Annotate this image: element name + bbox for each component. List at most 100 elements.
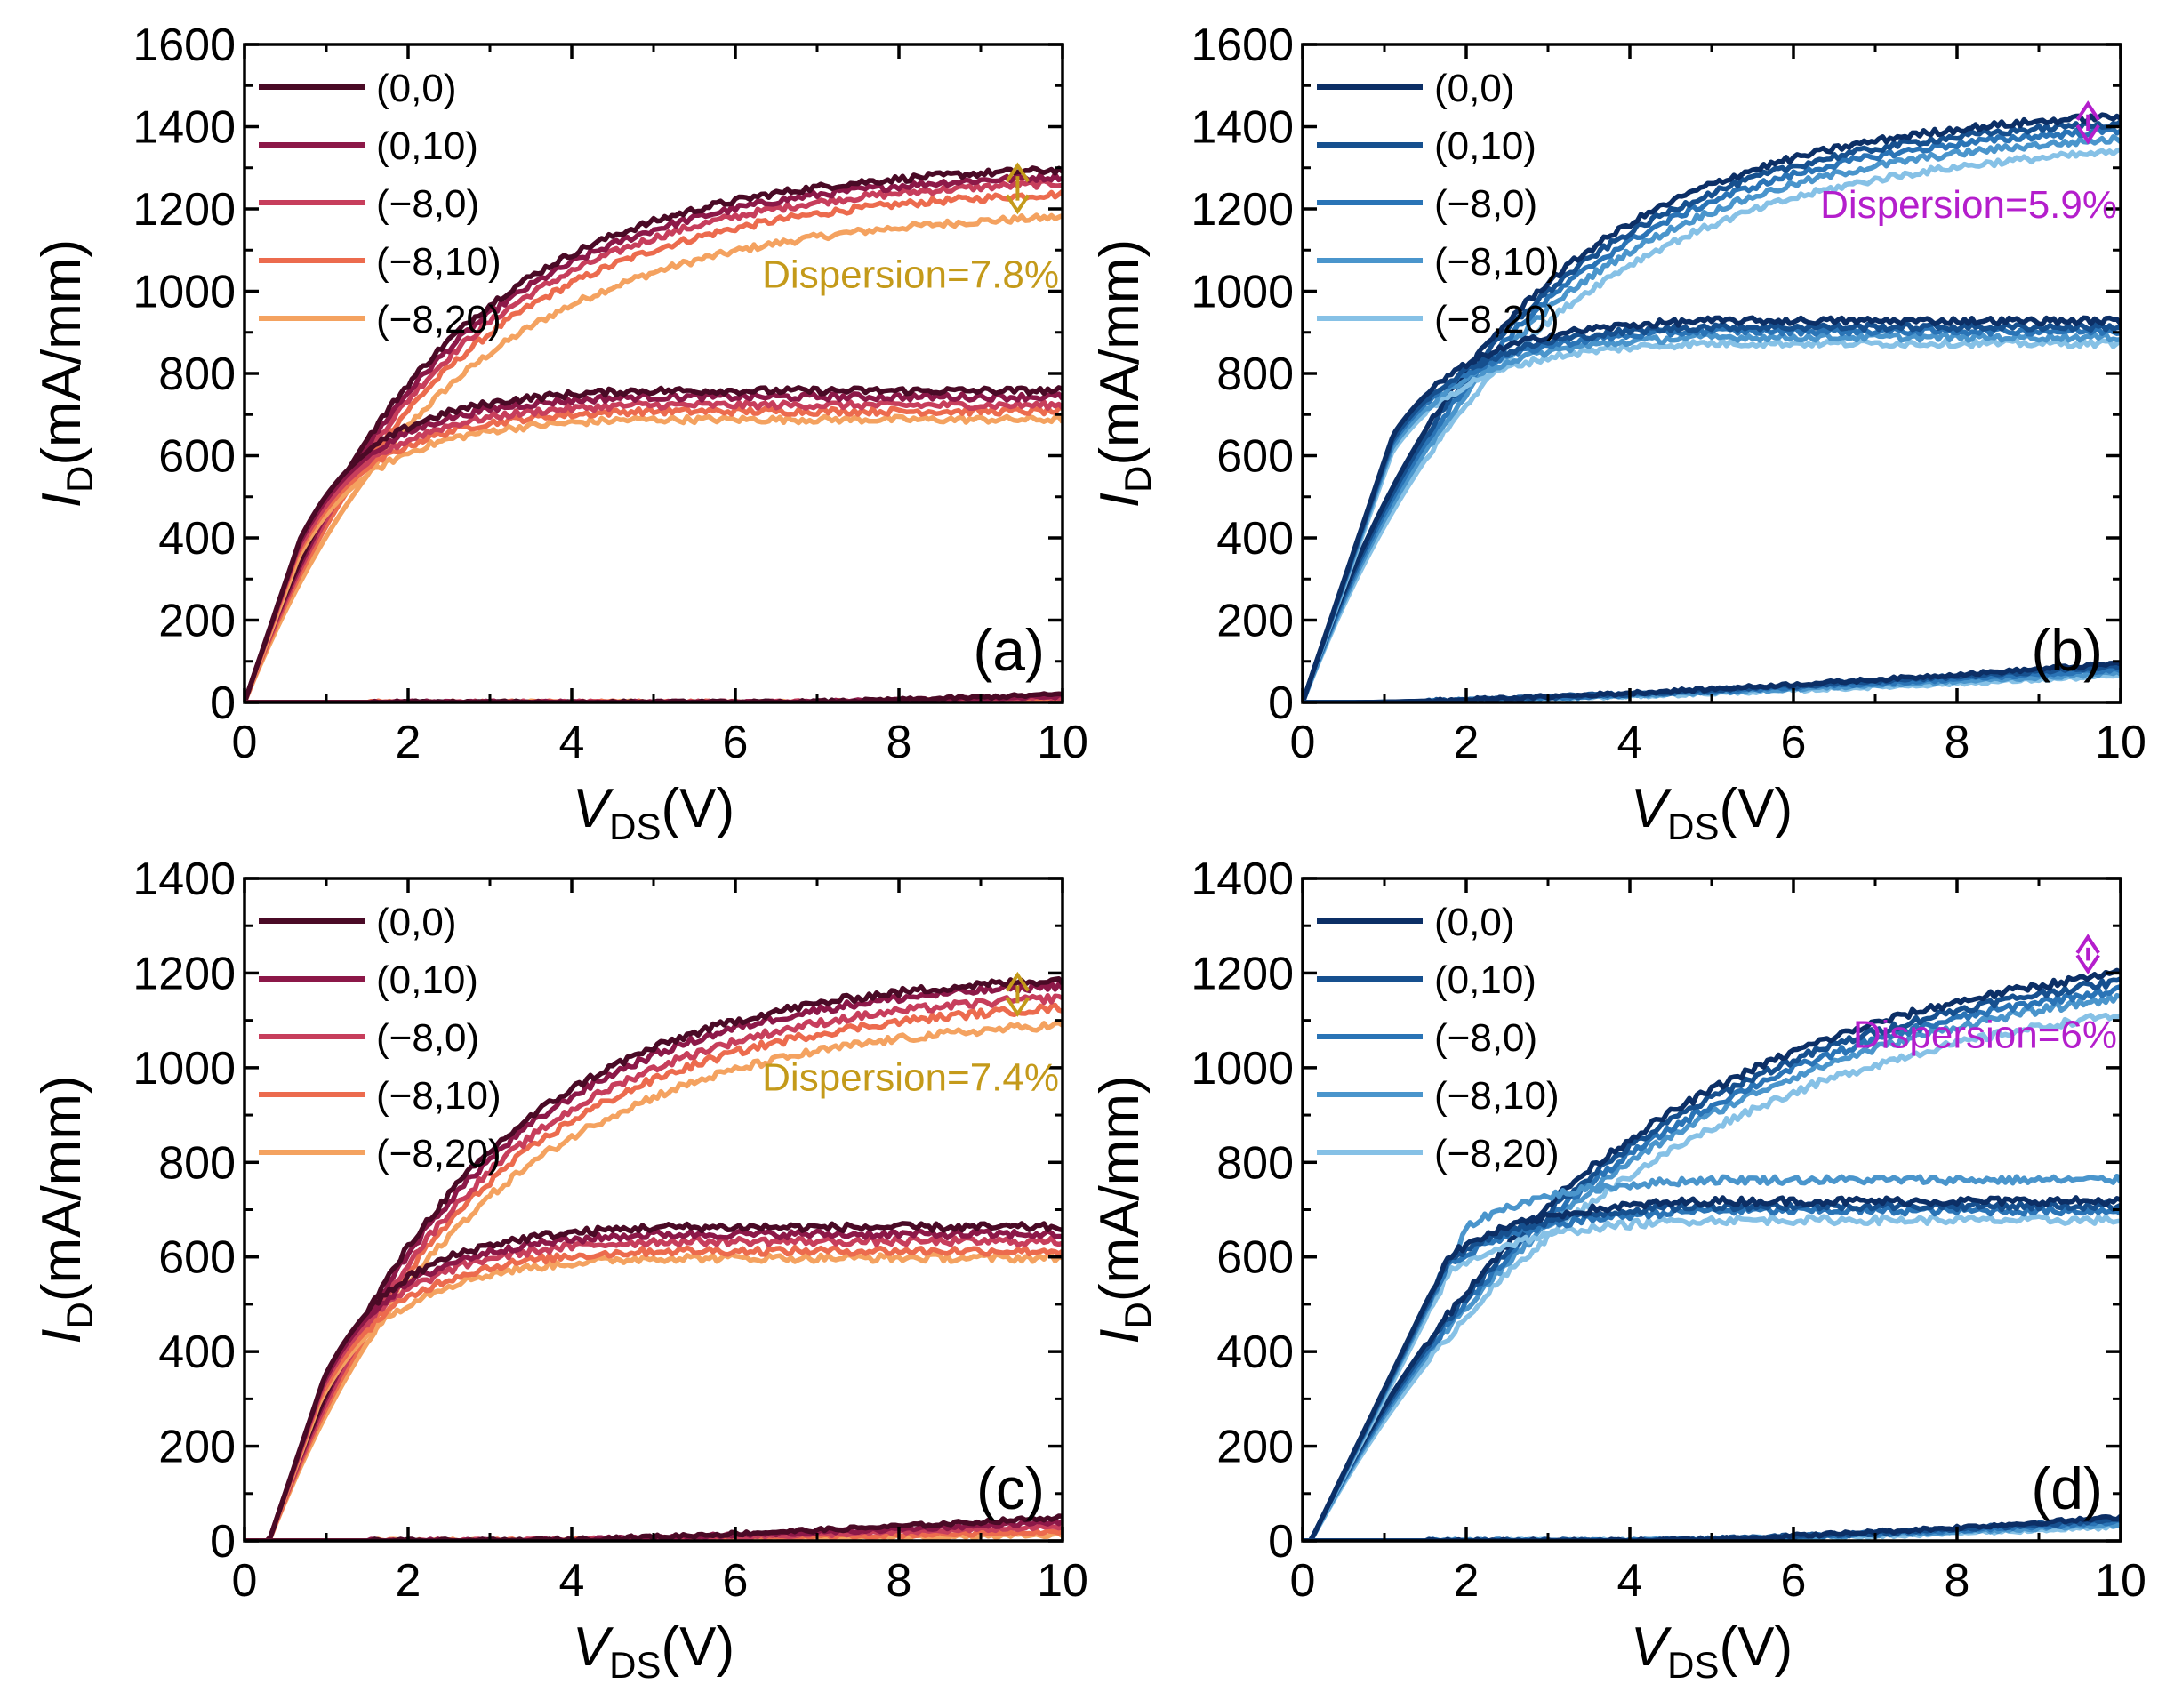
series-curve <box>1303 967 2121 1541</box>
plot-frame <box>243 877 1064 1543</box>
legend-label: (0,10) <box>1434 958 1536 1002</box>
y-tick-label: 200 <box>158 596 236 647</box>
legend-label: (−8,20) <box>1434 1132 1560 1175</box>
legend-label: (−8,20) <box>376 1132 501 1175</box>
legend-label: (−8,10) <box>376 240 501 284</box>
y-tick-label: 400 <box>158 1327 236 1378</box>
y-tick-label: 1000 <box>1191 1043 1294 1095</box>
series-curve <box>1303 315 2121 702</box>
x-axis-label: VDS(V) <box>1631 1616 1793 1686</box>
legend-label: (−8,10) <box>376 1074 501 1118</box>
legend-label: (−8,20) <box>1434 298 1560 341</box>
series-curve <box>1303 1195 2121 1541</box>
series-curve <box>245 405 1063 702</box>
legend-label: (−8,0) <box>376 182 479 226</box>
series-curve <box>1303 134 2121 702</box>
dispersion-arrowhead-down <box>1005 194 1031 215</box>
legend-label: (−8,0) <box>376 1016 479 1060</box>
dispersion-label: Dispersion=6% <box>1853 1013 2117 1056</box>
x-tick-label: 4 <box>1617 1555 1643 1607</box>
x-tick-label: 0 <box>232 1555 258 1607</box>
dispersion-label: Dispersion=7.8% <box>762 253 1059 297</box>
series-curve <box>1303 147 2121 702</box>
series-curve <box>1303 1214 2121 1541</box>
series-curve <box>245 1002 1063 1541</box>
legend-label: (0,0) <box>1434 67 1514 110</box>
x-tick-label: 10 <box>2095 717 2146 768</box>
y-tick-label: 1600 <box>132 20 236 71</box>
legend-label: (0,0) <box>376 901 456 944</box>
x-tick-label: 6 <box>723 717 749 768</box>
x-tick-label: 8 <box>886 717 912 768</box>
y-tick-label: 1400 <box>132 102 236 154</box>
series-curve <box>1303 125 2121 702</box>
x-tick-label: 4 <box>559 717 585 768</box>
x-tick-label: 0 <box>232 717 258 768</box>
x-tick-label: 6 <box>723 1555 749 1607</box>
legend-label: (−8,0) <box>1434 182 1537 226</box>
y-tick-label: 400 <box>1216 1327 1294 1378</box>
legend-label: (−8,10) <box>1434 240 1560 284</box>
legend: (0,0) (0,10) (−8,0) (−8,10) (−8,20) <box>259 901 501 1175</box>
panel-b: 0 2 4 6 8 10 0 200 400 600 800 1000 1200 1400 1600 VDS(… <box>1089 20 2146 847</box>
series-curve <box>245 1221 1063 1541</box>
series-curve <box>1303 337 2121 702</box>
series-curve <box>1303 660 2121 702</box>
y-tick-label: 1200 <box>1191 184 1294 236</box>
legend-label: (0,0) <box>376 67 456 110</box>
series-curve <box>1303 331 2121 702</box>
y-tick-label: 400 <box>158 513 236 565</box>
legend-label: (−8,10) <box>1434 1074 1560 1118</box>
legend: (0,0) (0,10) (−8,0) (−8,10) (−8,20) <box>1317 901 1560 1175</box>
y-tick-label: 1200 <box>1191 948 1294 999</box>
series-curve <box>245 1228 1063 1541</box>
panel-a: 0 2 4 6 8 10 0 200 400 600 800 1000 1200 1400 1600 VDS(… <box>31 20 1088 847</box>
x-axis-label: VDS(V) <box>1631 778 1793 847</box>
curves <box>245 165 1063 702</box>
legend-label: (0,0) <box>1434 901 1514 944</box>
dispersion-label: Dispersion=5.9% <box>1820 183 2117 227</box>
curves <box>1303 112 2121 702</box>
y-tick-label: 0 <box>210 678 236 729</box>
y-tick-label: 600 <box>1216 1232 1294 1284</box>
y-tick-label: 200 <box>158 1422 236 1473</box>
legend-label: (−8,20) <box>376 298 501 341</box>
x-tick-label: 4 <box>1617 717 1643 768</box>
series-curve <box>1303 984 2121 1541</box>
y-tick-label: 1200 <box>132 184 236 236</box>
y-axis-label: ID(mA/mm) <box>31 239 100 508</box>
panel-label: (b) <box>2031 617 2103 683</box>
series-curve <box>245 390 1063 702</box>
y-tick-label: 0 <box>210 1516 236 1568</box>
dispersion-arrowhead-down <box>2075 124 2100 145</box>
series-curve <box>245 975 1063 1541</box>
y-tick-label: 1600 <box>1191 20 1294 71</box>
series-curve <box>245 1252 1063 1541</box>
dispersion-arrowhead-up <box>1005 162 1031 183</box>
x-tick-label: 2 <box>1454 1555 1480 1607</box>
series-curve <box>1303 321 2121 702</box>
x-tick-label: 6 <box>1781 1555 1807 1607</box>
y-tick-label: 1000 <box>132 1043 236 1095</box>
panel-c: 0 2 4 6 8 10 0 200 400 600 800 1000 1200 1400 VDS(V) ID… <box>31 854 1088 1686</box>
series-curve <box>1303 325 2121 702</box>
y-tick-label: 1000 <box>132 267 236 318</box>
legend-label: (0,10) <box>376 124 478 168</box>
legend-label: (0,10) <box>376 958 478 1002</box>
series-curve <box>1303 1199 2121 1541</box>
y-tick-label: 1000 <box>1191 267 1294 318</box>
series-curve <box>1303 976 2121 1541</box>
x-tick-label: 6 <box>1781 717 1807 768</box>
x-axis-label: VDS(V) <box>573 778 734 847</box>
series-curve <box>1303 112 2121 702</box>
y-tick-label: 800 <box>1216 349 1294 400</box>
y-tick-label: 1400 <box>1191 102 1294 154</box>
x-tick-label: 4 <box>559 1555 585 1607</box>
x-tick-label: 0 <box>1290 717 1316 768</box>
panel-label: (d) <box>2031 1455 2103 1521</box>
legend-label: (−8,0) <box>1434 1016 1537 1060</box>
series-curve <box>245 1235 1063 1541</box>
x-tick-label: 8 <box>886 1555 912 1607</box>
y-tick-label: 600 <box>158 1232 236 1284</box>
